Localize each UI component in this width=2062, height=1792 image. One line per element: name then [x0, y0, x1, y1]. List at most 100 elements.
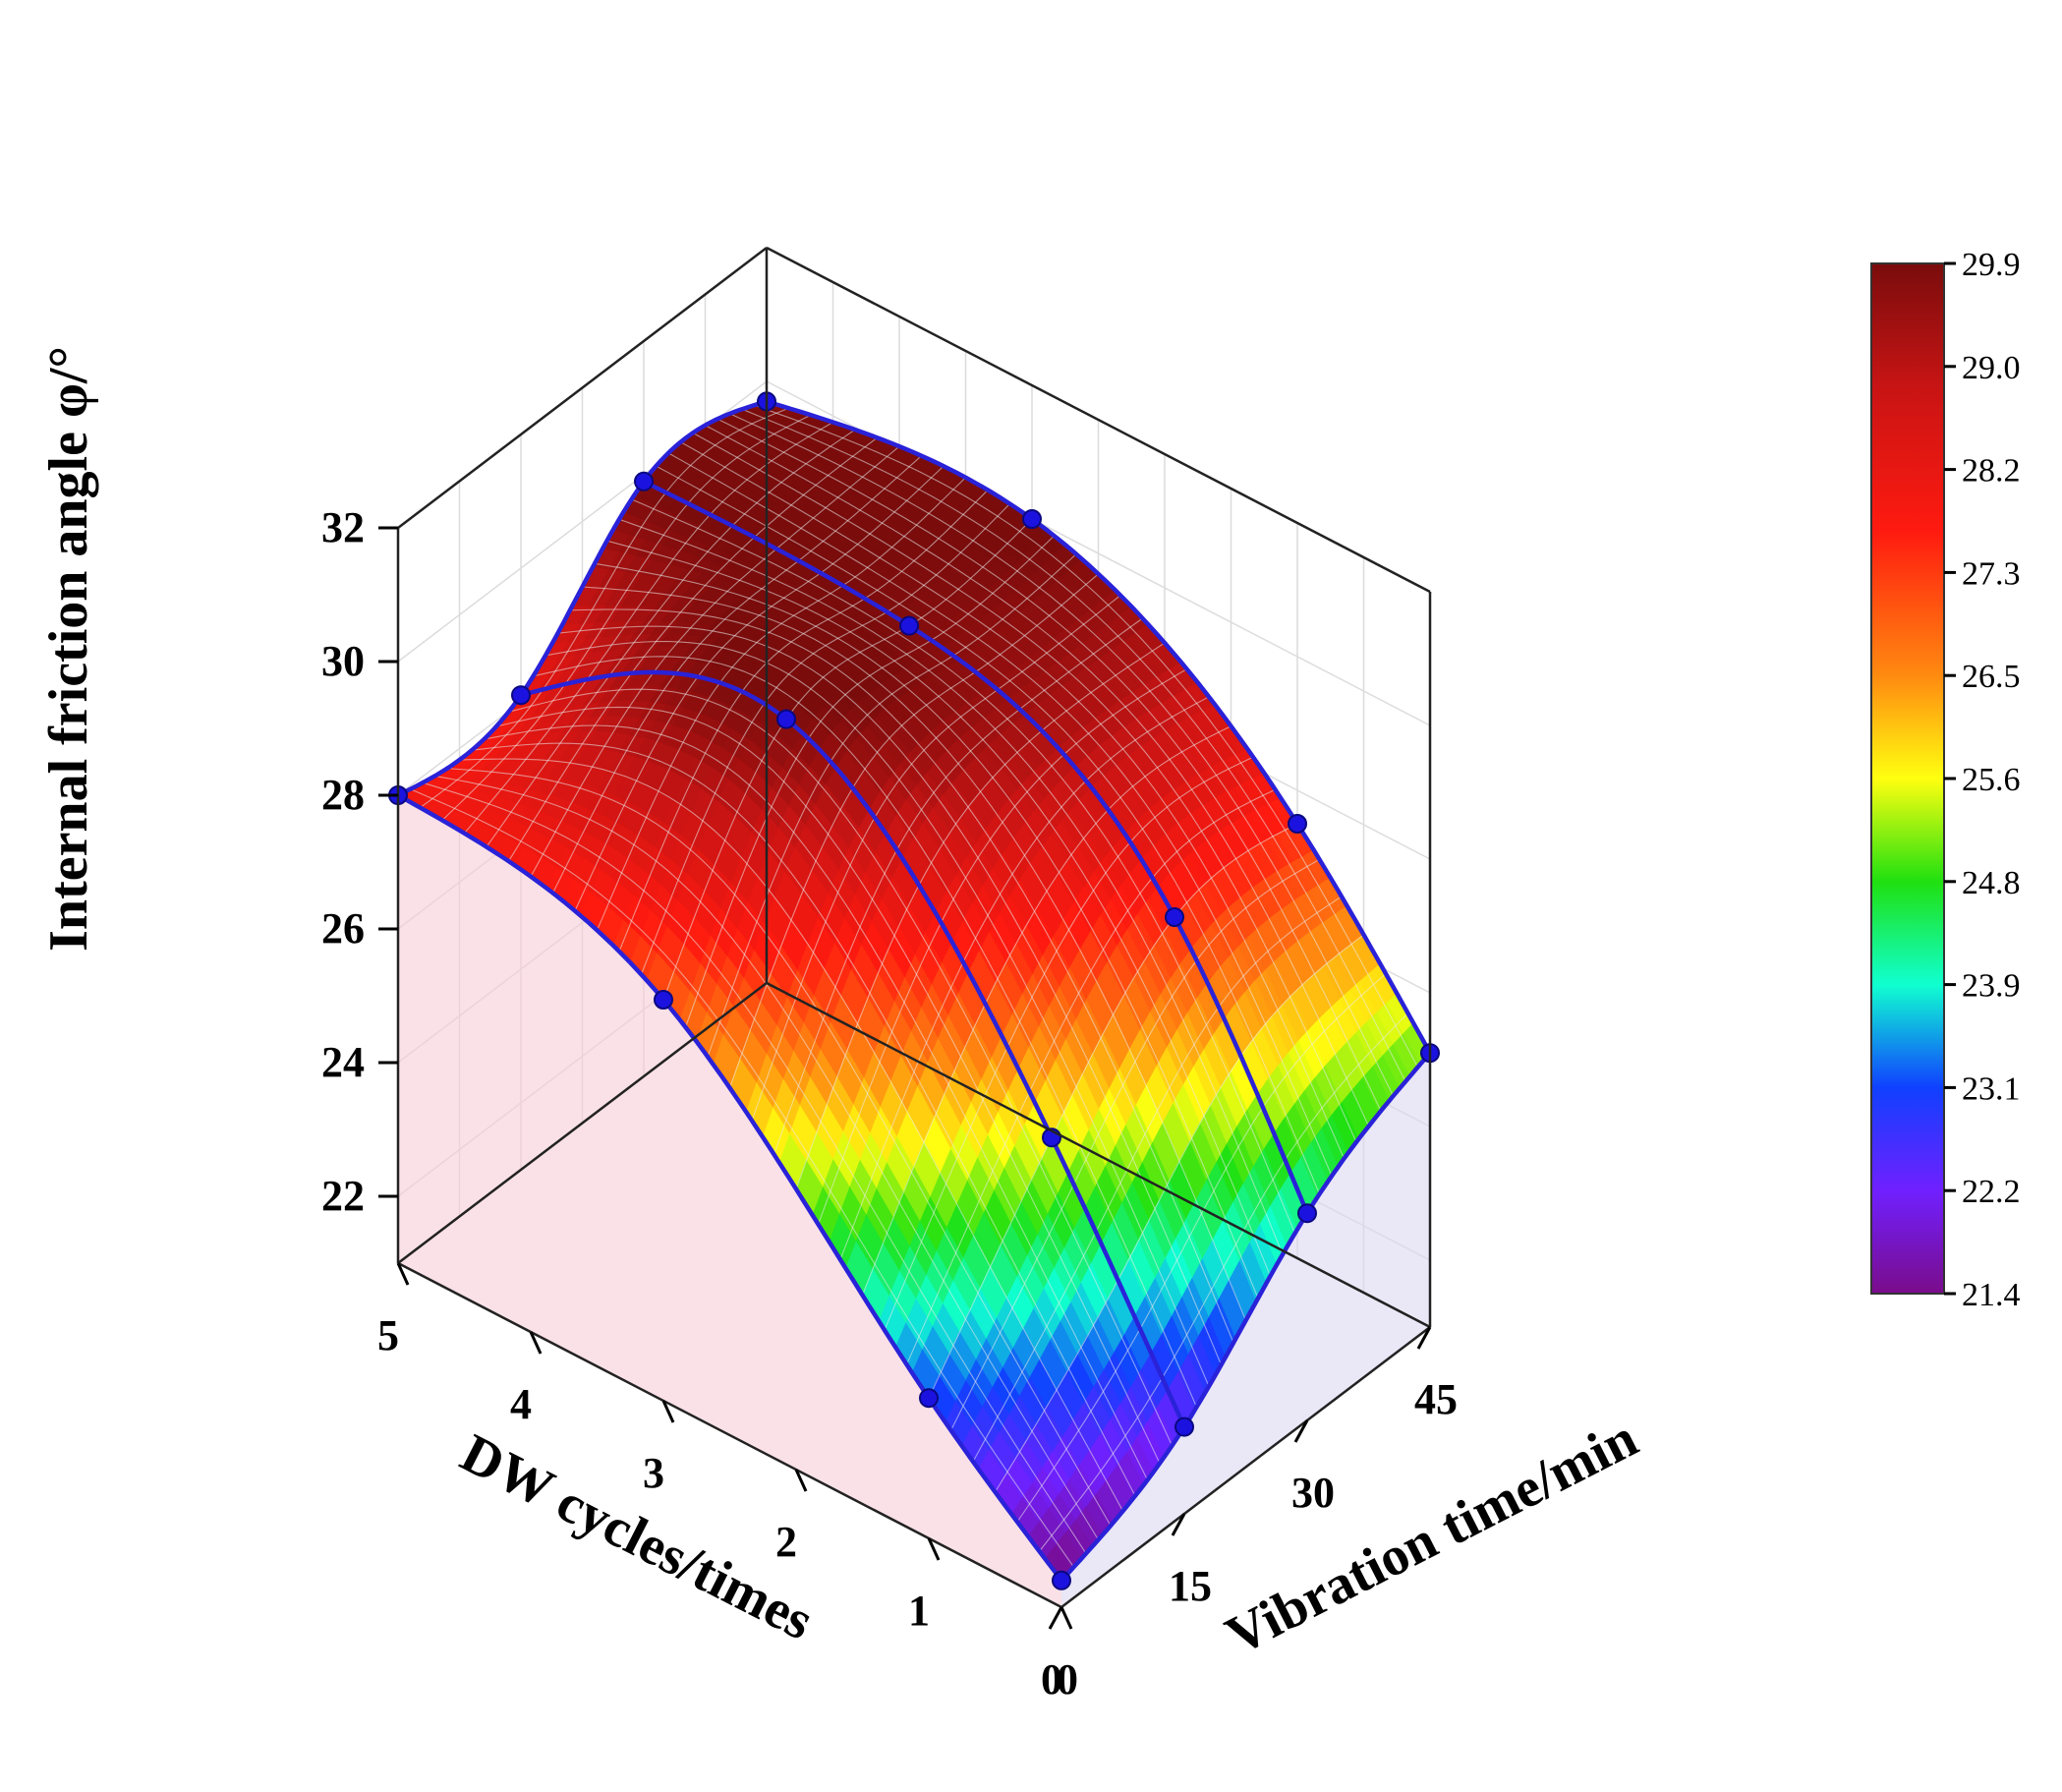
wire-line-y [606, 540, 1272, 1277]
y-tick-label: 0 [1057, 1655, 1078, 1704]
x-tick-label: 2 [775, 1518, 797, 1566]
wire-line-y [680, 441, 1346, 1159]
x-axis-label: DW cycles/times [451, 1422, 823, 1651]
colorbar-tick-label: 25.6 [1962, 762, 2021, 798]
data-curve-t15 [520, 669, 1187, 1428]
z-axis-label: Internal friction angle φ/° [38, 346, 99, 952]
data-point [899, 615, 919, 636]
x-tick [529, 1331, 543, 1355]
y-tick-label: 30 [1291, 1469, 1335, 1517]
x-tick [1060, 1606, 1073, 1630]
y-tick [1293, 1419, 1309, 1443]
data-point [511, 685, 531, 706]
x-tick-label: 3 [643, 1449, 664, 1497]
data-point [1165, 907, 1184, 927]
x-tick-label: 1 [908, 1587, 930, 1635]
wire-line-y [631, 498, 1296, 1234]
data-point [634, 471, 654, 491]
y-tick-label: 15 [1169, 1562, 1212, 1610]
x-tick-label: 4 [510, 1380, 532, 1428]
top-left-edge [397, 247, 768, 529]
wire-line-y [754, 404, 1418, 1068]
z-tick-label: 28 [321, 771, 365, 819]
wire-line-y [692, 432, 1357, 1143]
wire-line-y [594, 562, 1259, 1299]
z-tick-label: 26 [321, 904, 365, 953]
x-tick [661, 1400, 675, 1423]
colorbar-tick-label: 28.2 [1962, 453, 2021, 490]
front-left-fill [398, 795, 1061, 1607]
x-axis-line [397, 1261, 1062, 1609]
x-tick [927, 1537, 941, 1561]
x-tick [794, 1469, 808, 1492]
colorbar-tick-label: 27.3 [1962, 555, 2021, 592]
wire-line-y [582, 586, 1247, 1321]
colorbar-tick-label: 29.0 [1962, 350, 2021, 386]
data-point [776, 709, 796, 729]
colorbar-tick-label: 26.5 [1962, 659, 2021, 695]
wire-line-y [422, 781, 1087, 1554]
data-point [1174, 1416, 1194, 1437]
data-points [388, 391, 1440, 1590]
z-tick-label: 30 [321, 637, 365, 685]
wire-line-y [495, 706, 1161, 1464]
wall-fills [398, 795, 1430, 1607]
wire-line-y [446, 768, 1112, 1527]
data-curve-t0 [396, 793, 1063, 1583]
edge-curve-dw0 [1060, 1051, 1432, 1583]
data-curve-t45 [766, 399, 1432, 1055]
colorbar-tick-label: 22.2 [1962, 1174, 2021, 1210]
front-right-fill [1061, 1053, 1430, 1607]
data-curves [396, 399, 1432, 1583]
data-curve-t30 [642, 479, 1310, 1215]
wire-line-y [544, 640, 1210, 1387]
y-tick [1416, 1326, 1432, 1350]
colorbar-tick-label: 21.4 [1962, 1277, 2021, 1313]
colorbar-tick-label: 23.1 [1962, 1070, 2021, 1107]
axes-frame [396, 246, 1432, 1609]
wire-line-y [434, 775, 1099, 1540]
wire-line-y [729, 413, 1394, 1097]
edge-curve-dw5 [397, 399, 768, 798]
wire-line-y [716, 418, 1382, 1112]
y-axis-line [1060, 1326, 1431, 1608]
wire-line-y [705, 425, 1369, 1127]
y-tick [1048, 1606, 1063, 1630]
wire-line-y [741, 408, 1406, 1082]
wire-line-y [410, 788, 1074, 1568]
data-point [1297, 1203, 1317, 1224]
colorbar: 29.9 29.0 28.2 27.3 26.5 25.6 24.8 23.9 23.1 22.2… [1870, 247, 2021, 1313]
x-tick [396, 1262, 410, 1286]
back-left-floor-edge [397, 982, 768, 1264]
wire-line-y [557, 625, 1223, 1365]
data-point [1288, 814, 1307, 834]
colorbar-tick-label: 24.8 [1962, 865, 2021, 901]
wire-line-y [667, 452, 1333, 1177]
colorbar-bar [1870, 262, 1945, 1295]
colorbar-ticks: 29.9 29.0 28.2 27.3 26.5 25.6 24.8 23.9 23.1 22.2… [1944, 247, 2021, 1313]
z-tick-label: 22 [321, 1172, 365, 1220]
wire-line-y [484, 724, 1148, 1480]
colorbar-tick-label: 23.9 [1962, 968, 2021, 1005]
colorbar-tick-label: 29.9 [1962, 247, 2021, 283]
data-point [1022, 509, 1042, 529]
wire-line-y [471, 742, 1136, 1496]
wire-line-y [569, 608, 1234, 1344]
x-tick-label: 0 [1041, 1655, 1062, 1704]
back-right-floor-edge [766, 981, 1431, 1329]
y-tick-label: 45 [1414, 1375, 1458, 1423]
wire-line-y [459, 758, 1123, 1512]
y-tick [1171, 1513, 1186, 1536]
wire-line-y [508, 688, 1173, 1446]
data-point [919, 1388, 939, 1409]
wire-line-y [618, 518, 1284, 1255]
data-point [1052, 1570, 1071, 1590]
x-tick-label: 5 [377, 1311, 399, 1359]
wire-line-y [533, 656, 1198, 1408]
z-tick-label: 32 [321, 503, 365, 551]
y-axis-label: Vibration time/min [1217, 1408, 1647, 1667]
data-point [654, 990, 673, 1010]
z-tick-label: 24 [321, 1038, 365, 1086]
